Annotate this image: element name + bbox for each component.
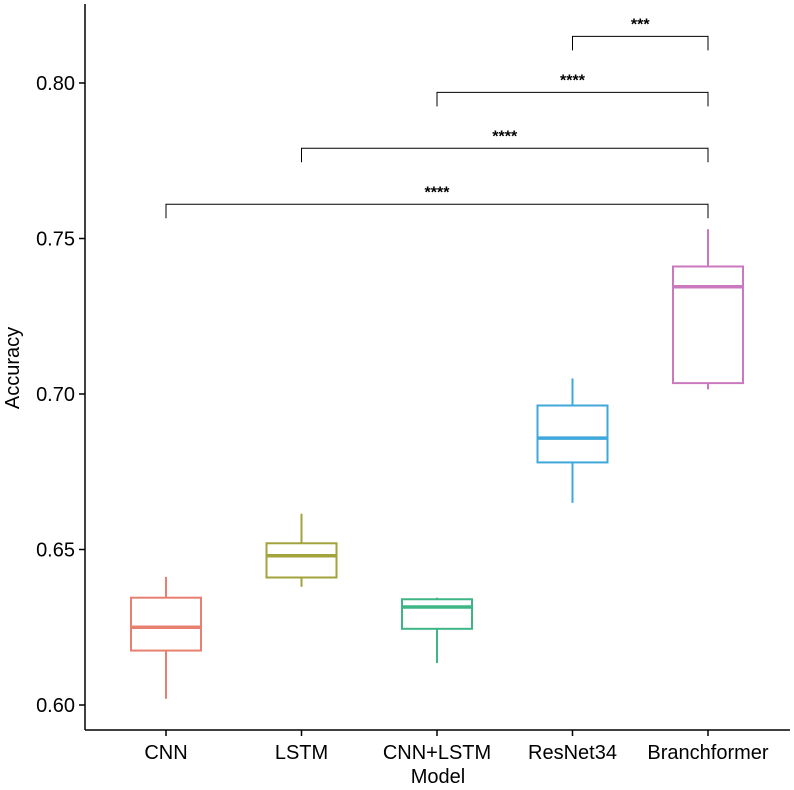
x-axis: CNN LSTM CNN+LSTM ResNet34 Branchformer [85,729,790,764]
box-body [672,265,744,385]
x-tick-label: CNN+LSTM [383,742,491,764]
y-axis: 0.60 0.65 0.70 0.75 0.80 [36,4,86,730]
x-tick-label: CNN [144,742,187,764]
x-tick-label: ResNet34 [528,742,617,764]
bracket-line [301,147,709,163]
significance-label: **** [492,128,518,145]
box-body [265,542,338,579]
bracket-line [436,91,709,107]
x-tick-label: LSTM [275,742,328,764]
x-tick-label: Branchformer [647,742,768,764]
box-body [130,596,202,652]
box-lstm [265,513,338,587]
box-resnet34 [536,378,609,503]
significance-bracket: *** [572,16,709,51]
significance-bracket: **** [301,128,709,163]
significance-label: *** [631,16,650,33]
x-axis-title: Model [411,766,465,788]
significance-label: **** [425,184,451,201]
y-tick-label: 0.60 [36,695,75,717]
significance-bracket: **** [436,72,709,107]
box-body [536,404,609,464]
box-branchformer [672,229,744,390]
significance-bracket: **** [165,184,709,219]
significance-label: **** [560,72,586,89]
bracket-line [572,35,709,51]
significance-brackets: *************** [165,16,709,219]
y-tick-label: 0.75 [36,229,75,251]
bracket-line [165,203,709,219]
y-tick-label: 0.65 [36,540,75,562]
y-tick-label: 0.70 [36,384,75,406]
y-tick-label: 0.80 [36,73,75,95]
box-body [401,598,473,630]
y-axis-title: Accuracy [2,327,24,409]
box-cnn [130,576,202,699]
box-cnn-lstm [401,597,473,664]
boxes [130,229,744,699]
